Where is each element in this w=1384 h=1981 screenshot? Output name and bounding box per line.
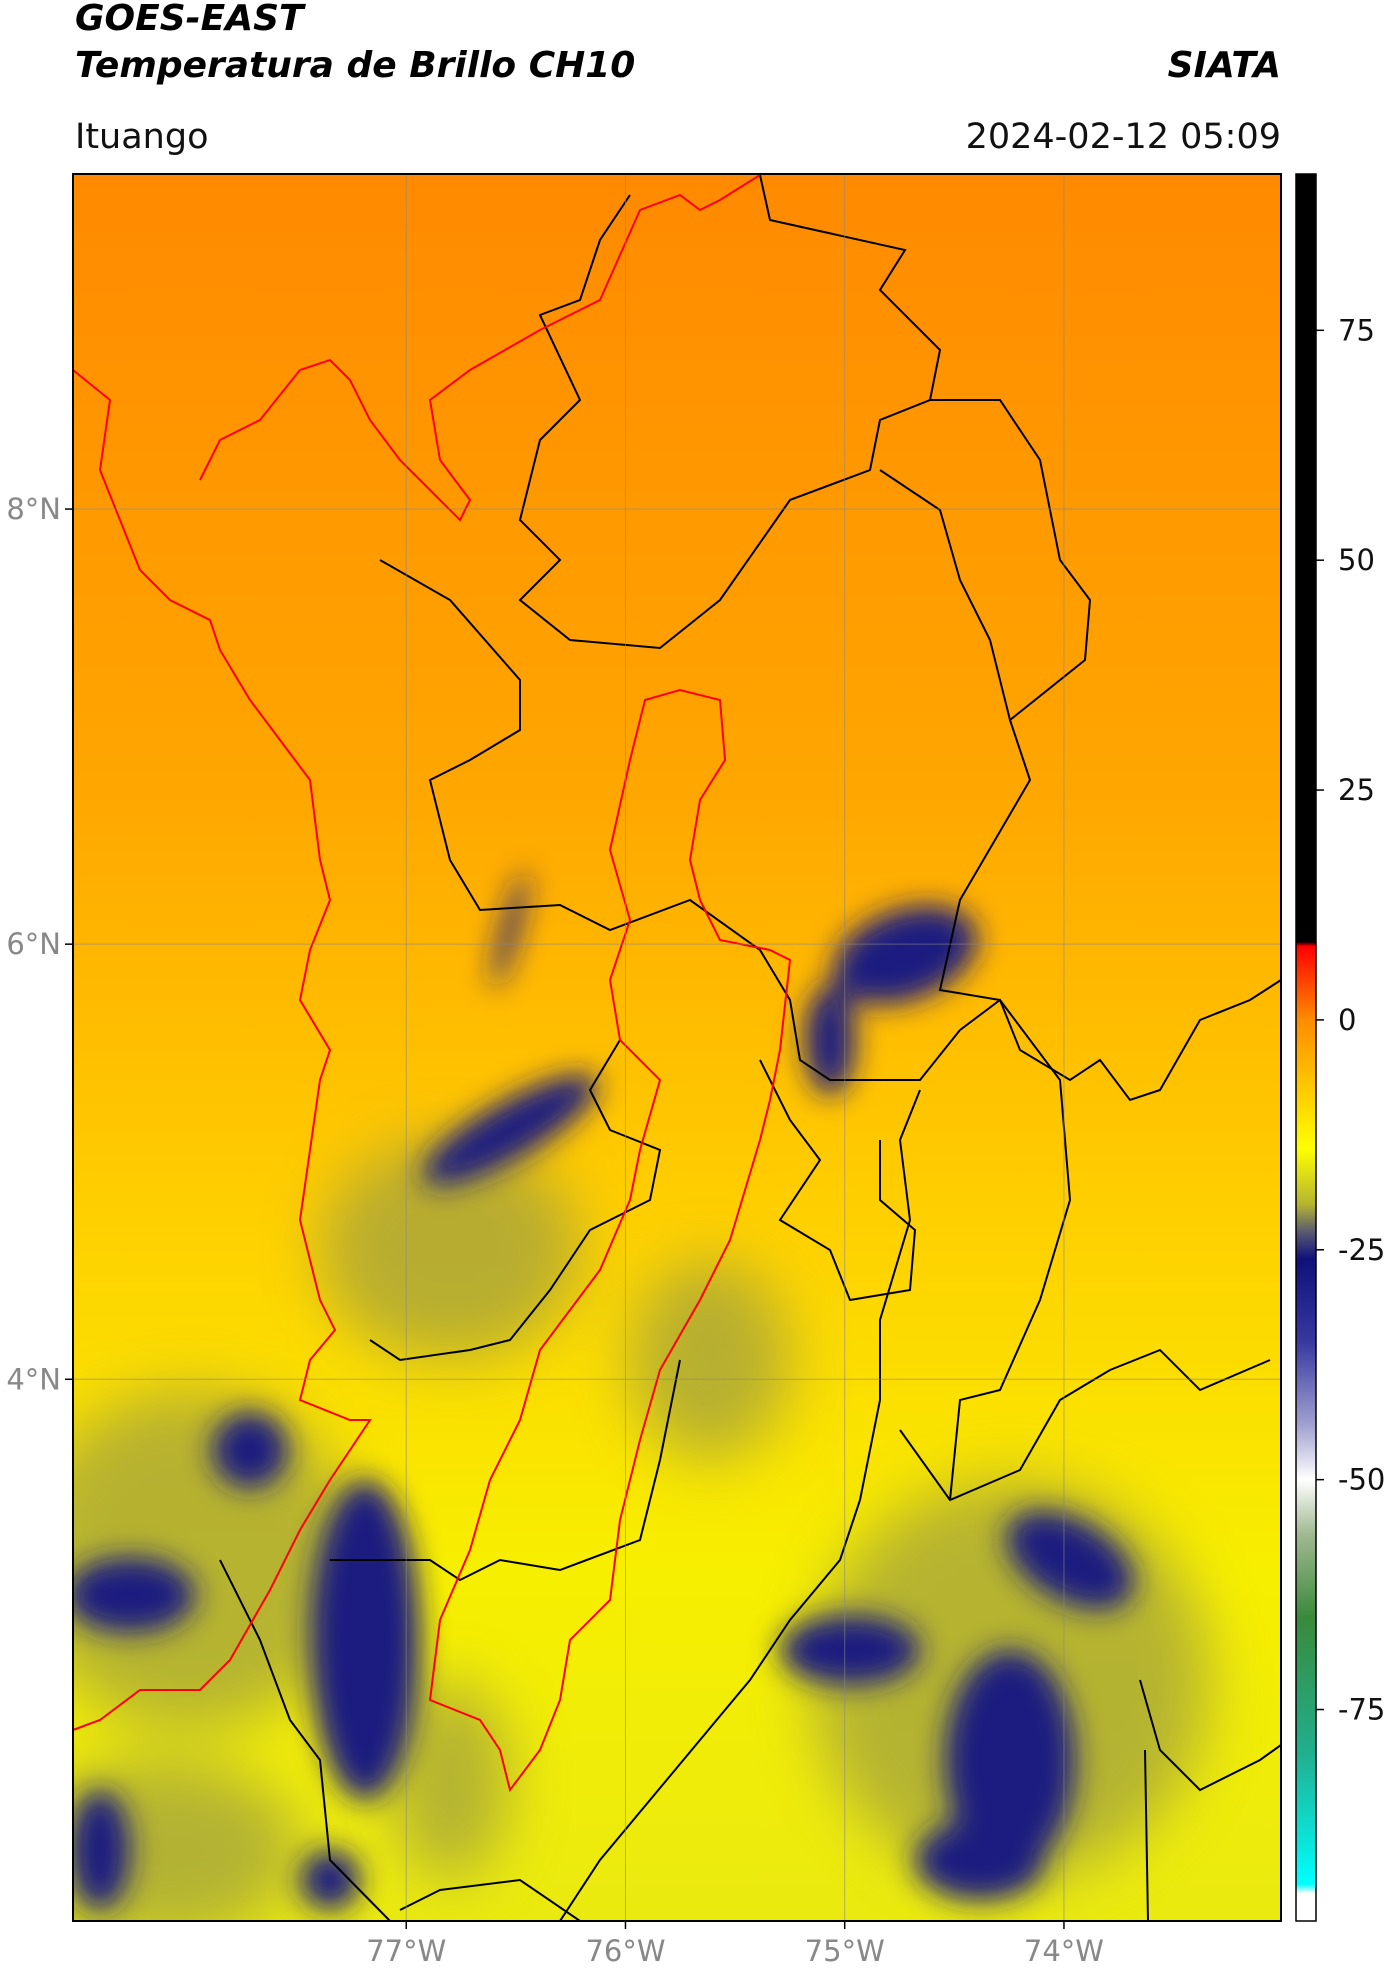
coast-and-basin xyxy=(73,174,792,1793)
x-tick-label: 74°W xyxy=(1024,1934,1104,1968)
y-tick-label: 4°N xyxy=(6,1362,61,1396)
department-borders xyxy=(219,174,1281,1921)
graticule: 77°W 76°W 75°W 74°W 8°N 6°N 4°N xyxy=(6,174,1281,1968)
x-tick-label: 75°W xyxy=(805,1934,885,1968)
colorbar-tick-label: -50 xyxy=(1338,1463,1384,1497)
y-tick-label: 8°N xyxy=(6,492,61,526)
source: SIATA xyxy=(1168,45,1281,86)
map-frame xyxy=(72,173,1282,1922)
colorbar-tick-label: -75 xyxy=(1338,1693,1384,1727)
colorbar-fill xyxy=(1295,173,1317,1922)
colorbar: 75 50 25 0 -25 -50 -75 xyxy=(1295,173,1384,1922)
colorbar-tick-label: 0 xyxy=(1338,1003,1356,1037)
location: Ituango xyxy=(75,117,209,157)
subtitle: Temperatura de Brillo CH10 xyxy=(75,45,635,86)
title: GOES-EAST xyxy=(75,0,306,39)
datetime: 2024-02-12 05:09 xyxy=(966,117,1281,157)
satellite-field xyxy=(73,174,1281,1921)
x-tick-label: 77°W xyxy=(366,1934,446,1968)
y-tick-label: 6°N xyxy=(6,927,61,961)
colorbar-tick-label: 25 xyxy=(1338,773,1375,807)
colorbar-tick-label: 75 xyxy=(1338,313,1375,347)
colorbar-tick-label: -25 xyxy=(1338,1233,1384,1267)
x-tick-label: 76°W xyxy=(585,1934,665,1968)
colorbar-tick-label: 50 xyxy=(1338,543,1375,577)
